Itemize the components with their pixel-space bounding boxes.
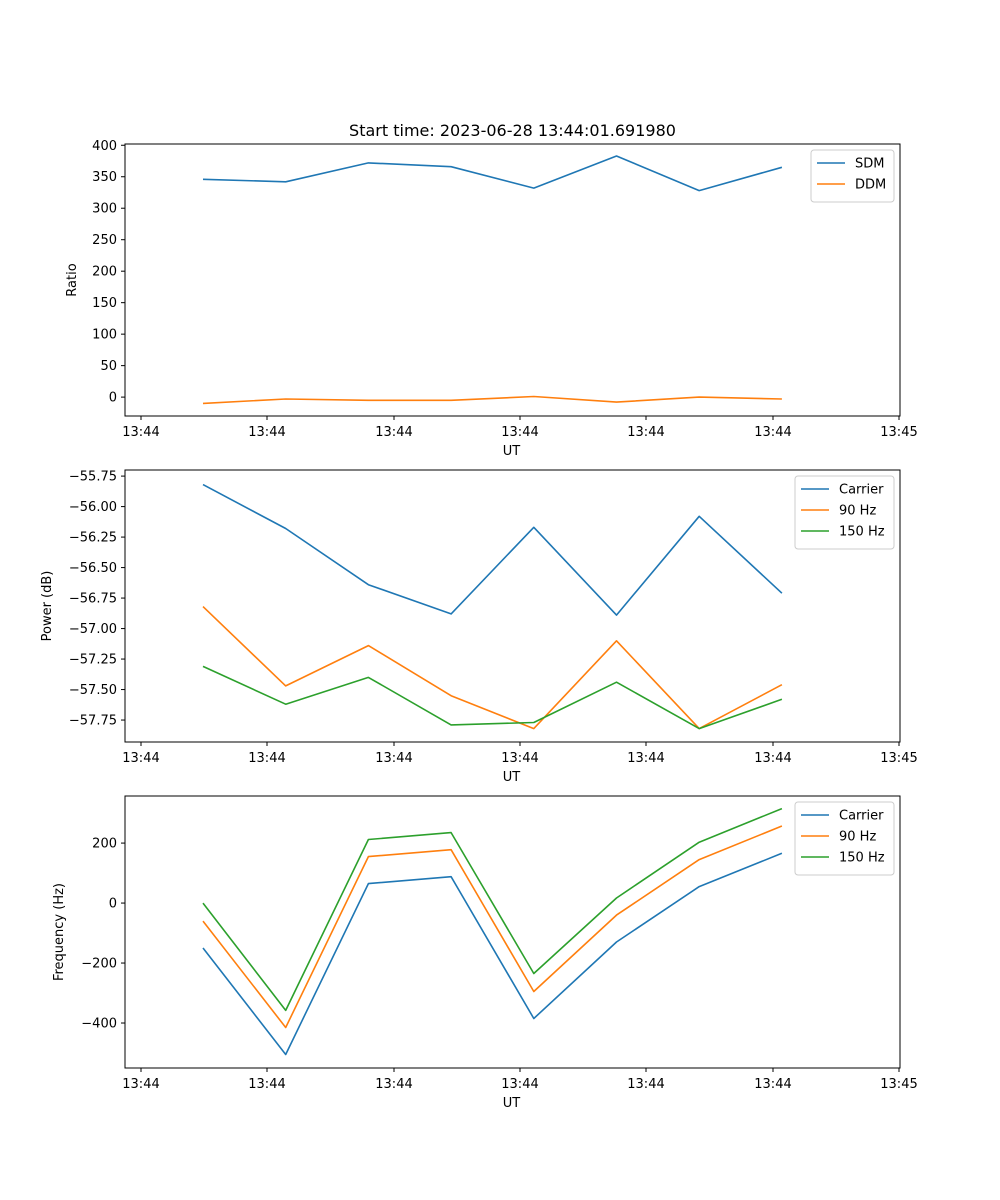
x-tick-label: 13:45 <box>880 1077 917 1092</box>
y-tick-label: 100 <box>92 328 117 343</box>
y-tick-label: 0 <box>109 897 117 912</box>
y-tick-label: 150 <box>92 296 117 311</box>
x-tick-label: 13:44 <box>754 425 791 440</box>
y-tick-label: −55.75 <box>69 470 117 485</box>
y-tick-label: 350 <box>92 170 117 185</box>
y-tick-label: −57.00 <box>69 622 117 637</box>
x-tick-label: 13:44 <box>754 1077 791 1092</box>
chart-title: Start time: 2023-06-28 13:44:01.691980 <box>349 121 676 140</box>
series-line-90-hz <box>202 825 783 1029</box>
legend-label: DDM <box>855 178 886 193</box>
axes-panel-2: 13:44 13:44 13:44 13:44 13:44 13:44 13:45 −55.7… <box>40 469 918 785</box>
axes-frame <box>124 795 901 1069</box>
y-tick-label: −56.25 <box>69 531 117 546</box>
x-tick-label: 13:44 <box>122 751 159 766</box>
x-tick-label: 13:44 <box>122 425 159 440</box>
y-tick-label: 50 <box>100 359 117 374</box>
y-tick-label: 250 <box>92 233 117 248</box>
legend-label: 150 Hz <box>839 525 885 540</box>
y-tick-label: −400 <box>81 1017 117 1032</box>
x-tick-label: 13:44 <box>248 751 285 766</box>
legend-label: 90 Hz <box>839 504 876 519</box>
y-tick-label: −57.50 <box>69 683 117 698</box>
y-axis-label: Ratio <box>65 263 80 296</box>
legend: Carrier 90 Hz 150 Hz <box>794 801 895 876</box>
x-tick-label: 13:44 <box>627 1077 664 1092</box>
axes-frame <box>124 143 901 417</box>
legend: SDM DDM <box>810 149 895 203</box>
series-line-150-hz <box>202 665 783 730</box>
y-tick-label: −57.25 <box>69 653 117 668</box>
x-tick-label: 13:44 <box>122 1077 159 1092</box>
legend-label: Carrier <box>839 809 884 824</box>
y-tick-label: 200 <box>92 837 117 852</box>
x-tick-label: 13:44 <box>627 751 664 766</box>
series-line-90-hz <box>202 606 783 730</box>
y-tick-label: −56.00 <box>69 500 117 515</box>
x-tick-label: 13:44 <box>501 751 538 766</box>
y-tick-label: −57.75 <box>69 714 117 729</box>
legend: Carrier 90 Hz 150 Hz <box>794 475 895 550</box>
y-tick-label: −56.50 <box>69 561 117 576</box>
x-tick-label: 13:45 <box>880 425 917 440</box>
x-tick-label: 13:44 <box>501 1077 538 1092</box>
y-axis-label: Frequency (Hz) <box>52 883 67 981</box>
legend-label: SDM <box>855 157 884 172</box>
x-tick-label: 13:44 <box>248 1077 285 1092</box>
x-tick-label: 13:44 <box>375 751 412 766</box>
x-axis-label: UT <box>503 770 521 785</box>
legend-label: Carrier <box>839 483 884 498</box>
series-line-carrier <box>202 483 783 616</box>
legend-label: 150 Hz <box>839 851 885 866</box>
series-line-150-hz <box>202 807 783 1012</box>
x-tick-label: 13:45 <box>880 751 917 766</box>
y-tick-label: 0 <box>109 391 117 406</box>
x-tick-label: 13:44 <box>501 425 538 440</box>
axes-panel-1: 13:44 13:44 13:44 13:44 13:44 13:44 13:45 0 50 10… <box>65 121 918 459</box>
x-axis-label: UT <box>503 1096 521 1111</box>
y-tick-label: 300 <box>92 202 117 217</box>
x-axis-label: UT <box>503 444 521 459</box>
x-tick-label: 13:44 <box>248 425 285 440</box>
axes-frame <box>124 469 901 743</box>
series-line-ddm <box>202 395 782 405</box>
x-tick-label: 13:44 <box>754 751 791 766</box>
y-axis-label: Power (dB) <box>40 571 55 642</box>
y-tick-label: 200 <box>92 265 117 280</box>
series-line-carrier <box>202 852 783 1056</box>
x-tick-label: 13:44 <box>375 1077 412 1092</box>
legend-label: 90 Hz <box>839 830 876 845</box>
y-tick-label: −200 <box>81 957 117 972</box>
axes-panel-3: 13:44 13:44 13:44 13:44 13:44 13:44 13:45 −400 −… <box>52 795 918 1111</box>
y-tick-label: 400 <box>92 139 117 154</box>
x-tick-label: 13:44 <box>375 425 412 440</box>
series-line-sdm <box>202 155 783 192</box>
y-tick-label: −56.75 <box>69 592 117 607</box>
x-tick-label: 13:44 <box>627 425 664 440</box>
